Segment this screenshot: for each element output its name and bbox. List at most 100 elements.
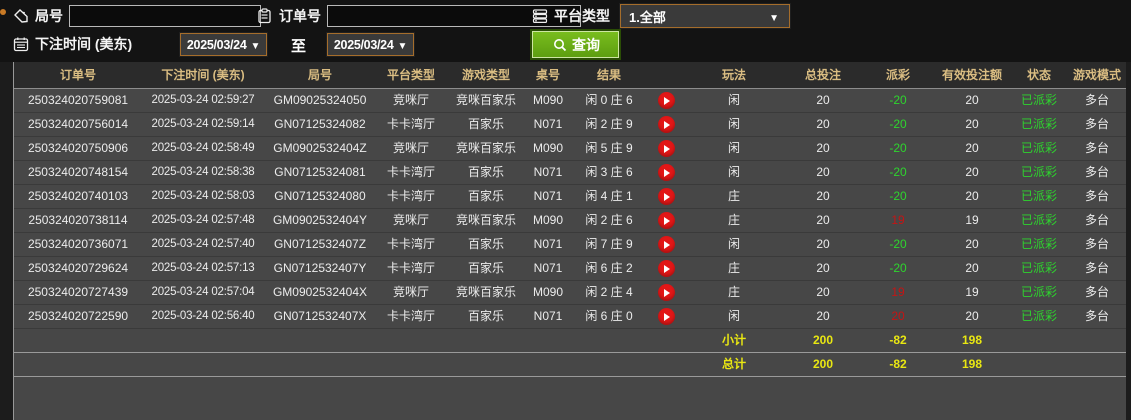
cell-order: 250324020729624 [27,261,129,275]
header-result: 结果 [596,68,621,82]
subtotal-row-cell---play-- [648,329,684,352]
grand-total-row-cell-time [142,353,264,376]
cell-play: 庄 [727,189,740,203]
result-video-cell [648,209,684,232]
cell-platform: 竞咪厅 [392,213,429,227]
cell-game-type: 百家乐 [467,261,504,275]
subtotal-row-cell-round [264,329,376,352]
search-button[interactable]: 查询 [532,31,619,58]
cell-result: 闲 3 庄 6 [585,165,633,179]
cell-mode: 多台 [1084,141,1109,155]
table-row: 250324020738114 2025-03-24 02:57:48 GM0902… [14,209,1126,233]
cell-result: 闲 4 庄 1 [585,189,633,203]
bet-time-field-group: 下注时间 (美东) [12,34,132,54]
date-range-to-label: 至 [291,38,307,55]
table-body: 250324020759081 2025-03-24 02:59:27 GM0902… [14,89,1126,377]
cell-round: GN0712532407Z [273,237,367,251]
cell-time: 2025-03-24 02:57:40 [151,238,255,250]
order-number-input[interactable] [327,5,581,27]
cell-mode: 多台 [1084,213,1109,227]
grand-total-row-cell-mode [1068,353,1126,376]
result-video-cell [648,233,684,256]
table-row: 250324020756014 2025-03-24 02:59:14 GN0712… [14,113,1126,137]
round-number-input[interactable] [69,5,261,27]
cell-play: 闲 [727,93,740,107]
subtotal-row-cell-order [14,329,142,352]
cell-status: 已派彩 [1020,261,1057,275]
platform-type-select[interactable]: 1.全部 [620,4,790,28]
table-row: 250324020722590 2025-03-24 02:56:40 GN0712… [14,305,1126,329]
cell-mode: 多台 [1084,93,1109,107]
cell-game-type: 竞咪百家乐 [455,285,516,299]
cell-table-no: N071 [533,261,563,275]
cell-time: 2025-03-24 02:58:03 [151,190,255,202]
cell-play: 闲 [727,141,740,155]
header-bet-time: 下注时间 (美东) [161,68,245,82]
play-video-icon[interactable] [657,140,675,157]
cell-order: 250324020740103 [27,189,129,203]
bet-records-table: 订单号 下注时间 (美东) 局号 平台类型 游戏类型 桌号 结果 玩法 总投注 … [13,62,1126,420]
cell-total-bet: 20 [816,285,830,299]
cell-result: 闲 6 庄 2 [585,261,633,275]
play-video-icon[interactable] [657,164,675,181]
play-video-icon[interactable] [657,236,675,253]
cell-result: 闲 0 庄 6 [585,93,633,107]
table-row: 250324020727439 2025-03-24 02:57:04 GM0902… [14,281,1126,305]
round-number-field-group: 局号 [12,5,261,27]
cell-total-bet: 20 [816,141,830,155]
cell-valid-bet: 20 [965,309,979,323]
cell-payout: -20 [889,261,907,275]
play-video-icon[interactable] [657,212,675,229]
play-video-icon[interactable] [657,188,675,205]
platform-type-label: 平台类型 [554,8,610,24]
play-video-icon[interactable] [657,308,675,325]
cell-game-type: 百家乐 [467,189,504,203]
date-to-select[interactable]: 2025/03/24 [327,33,414,56]
grand-total-row-cell-platform [376,353,446,376]
subtotal-row-cell-mode [1068,329,1126,352]
result-video-cell [648,257,684,280]
cell-game-type: 百家乐 [467,309,504,323]
play-video-icon[interactable] [657,92,675,109]
play-video-icon[interactable] [657,284,675,301]
cell-platform: 卡卡湾厅 [386,189,435,203]
chevron-down-icon [765,9,779,24]
grand-total-row-cell-round [264,353,376,376]
subtotal-row-cell-status [1010,329,1068,352]
cell-status: 已派彩 [1020,213,1057,227]
grand-total-row-cell-order [14,353,142,376]
cell-table-no: N071 [533,189,563,203]
date-from-select[interactable]: 2025/03/24 [180,33,267,56]
cell-round: GM0902532404X [272,285,368,299]
header-valid-bet: 有效投注额 [941,68,1002,82]
header-round: 局号 [307,68,332,82]
result-video-cell [648,113,684,136]
cell-status: 已派彩 [1020,309,1057,323]
chevron-down-icon [246,38,260,52]
cell-play: 闲 [727,165,740,179]
cell-platform: 竞咪厅 [392,285,429,299]
cell-time: 2025-03-24 02:59:14 [151,118,255,130]
cell-order: 250324020736071 [27,237,129,251]
grand-total-row-cell-game-type [446,353,526,376]
header-play-type: 玩法 [721,68,746,82]
cell-total-bet: 20 [816,93,830,107]
play-video-icon[interactable] [657,260,675,277]
cell-game-type: 竞咪百家乐 [455,93,516,107]
cell-status: 已派彩 [1020,237,1057,251]
calendar-icon [12,36,29,53]
cell-round: GN07125324080 [274,189,366,203]
order-number-label: 订单号 [279,8,321,24]
header-video [648,62,684,88]
result-video-cell [648,137,684,160]
play-video-icon[interactable] [657,116,675,133]
cell-payout: -20 [889,165,907,179]
grand-total-row-cell-result [570,353,648,376]
grand-total-row-cell-valid-bet: 198 [961,357,983,371]
cell-valid-bet: 20 [965,165,979,179]
cell-round: GM09025324050 [273,93,367,107]
platform-type-value: 1.全部 [629,9,666,25]
cell-game-type: 百家乐 [467,117,504,131]
tag-icon [12,8,29,25]
cell-payout: -20 [889,141,907,155]
